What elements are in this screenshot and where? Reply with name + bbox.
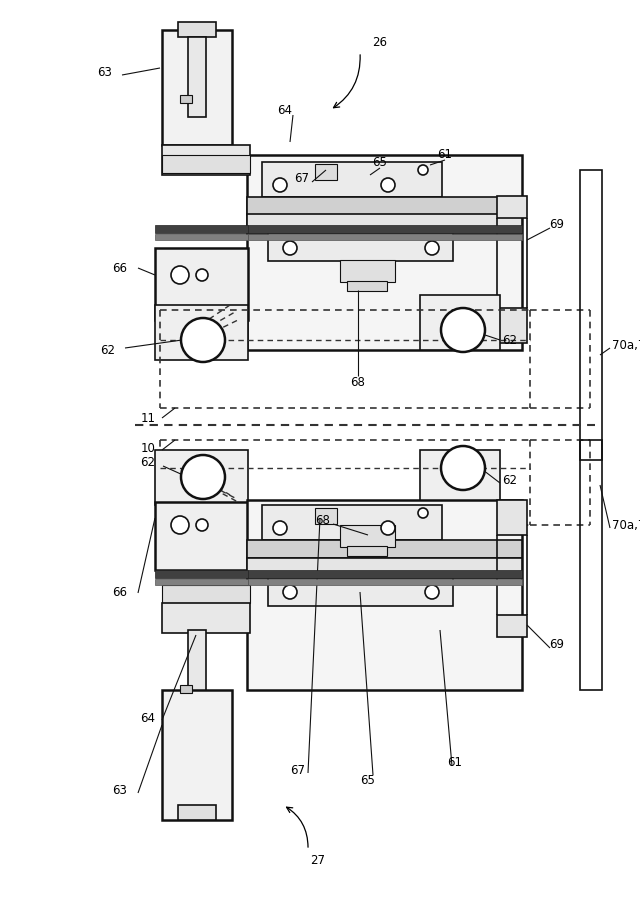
Text: 63: 63	[113, 783, 127, 797]
Bar	[162, 585, 250, 603]
Bar	[155, 579, 248, 585]
Bar	[262, 505, 442, 540]
Text: 61: 61	[447, 755, 463, 769]
Bar	[155, 502, 248, 570]
Circle shape	[171, 266, 189, 284]
Circle shape	[441, 446, 485, 490]
Bar	[180, 685, 192, 693]
Bar	[247, 500, 522, 690]
Text: 66: 66	[113, 585, 127, 598]
Bar	[188, 630, 206, 710]
Text: 62: 62	[100, 344, 115, 357]
Bar	[340, 260, 395, 282]
Circle shape	[196, 519, 208, 531]
Bar	[248, 570, 522, 578]
Bar	[162, 145, 250, 175]
Circle shape	[171, 516, 189, 534]
Bar	[497, 500, 527, 535]
Circle shape	[418, 508, 428, 518]
Bar	[155, 248, 248, 320]
Text: 26: 26	[372, 36, 387, 48]
Circle shape	[273, 178, 287, 192]
Circle shape	[381, 178, 395, 192]
Bar	[262, 162, 442, 197]
Text: 66: 66	[113, 261, 127, 275]
Bar	[248, 225, 522, 233]
Bar	[247, 155, 522, 350]
Bar	[155, 234, 248, 240]
Circle shape	[381, 521, 395, 535]
Bar	[420, 295, 500, 350]
Bar	[497, 196, 527, 218]
Bar	[248, 579, 522, 585]
Text: 11: 11	[141, 411, 156, 425]
Circle shape	[283, 241, 297, 255]
Bar	[155, 450, 248, 505]
Text: 27: 27	[310, 853, 326, 867]
Bar	[420, 450, 500, 505]
Text: 63: 63	[97, 66, 113, 80]
Text: 65: 65	[372, 156, 387, 170]
Bar	[340, 525, 395, 547]
Text: 64: 64	[278, 103, 292, 117]
Text: 64: 64	[141, 711, 156, 725]
Bar	[580, 440, 602, 690]
Bar	[497, 615, 527, 637]
Text: 62: 62	[502, 473, 518, 487]
Text: 62: 62	[141, 456, 156, 470]
Circle shape	[273, 521, 287, 535]
Bar	[178, 22, 216, 37]
Circle shape	[425, 241, 439, 255]
Bar	[155, 305, 248, 360]
Bar	[247, 540, 522, 558]
Bar	[155, 225, 248, 233]
Bar	[162, 603, 250, 633]
Text: 67: 67	[294, 172, 310, 184]
Text: 70a,70b: 70a,70b	[612, 339, 640, 351]
Text: 62: 62	[502, 333, 518, 347]
Circle shape	[441, 308, 485, 352]
Bar	[162, 690, 232, 820]
Bar	[268, 578, 453, 606]
Circle shape	[425, 585, 439, 599]
Bar	[347, 546, 387, 556]
Text: 67: 67	[291, 763, 305, 777]
Bar	[247, 214, 522, 234]
Circle shape	[181, 318, 225, 362]
Bar	[247, 558, 522, 578]
Bar	[247, 197, 522, 215]
Bar	[178, 805, 216, 820]
Text: 69: 69	[550, 218, 564, 232]
Circle shape	[418, 165, 428, 175]
Bar	[268, 233, 453, 261]
Text: 69: 69	[550, 638, 564, 652]
Circle shape	[196, 269, 208, 281]
Circle shape	[181, 455, 225, 499]
Bar	[180, 95, 192, 103]
Text: 68: 68	[316, 514, 330, 526]
Bar	[162, 30, 232, 145]
Bar	[248, 234, 522, 240]
Text: 65: 65	[360, 773, 376, 787]
Bar	[580, 170, 602, 460]
Bar	[347, 281, 387, 291]
Bar	[315, 164, 337, 180]
Text: 10: 10	[141, 442, 156, 454]
Text: 61: 61	[438, 148, 452, 162]
Bar	[188, 37, 206, 117]
Bar	[497, 308, 527, 343]
Text: 68: 68	[351, 375, 365, 389]
Bar	[315, 508, 337, 524]
Bar	[155, 570, 248, 578]
Text: 70a,70b: 70a,70b	[612, 518, 640, 532]
Circle shape	[283, 585, 297, 599]
Bar	[162, 155, 250, 173]
